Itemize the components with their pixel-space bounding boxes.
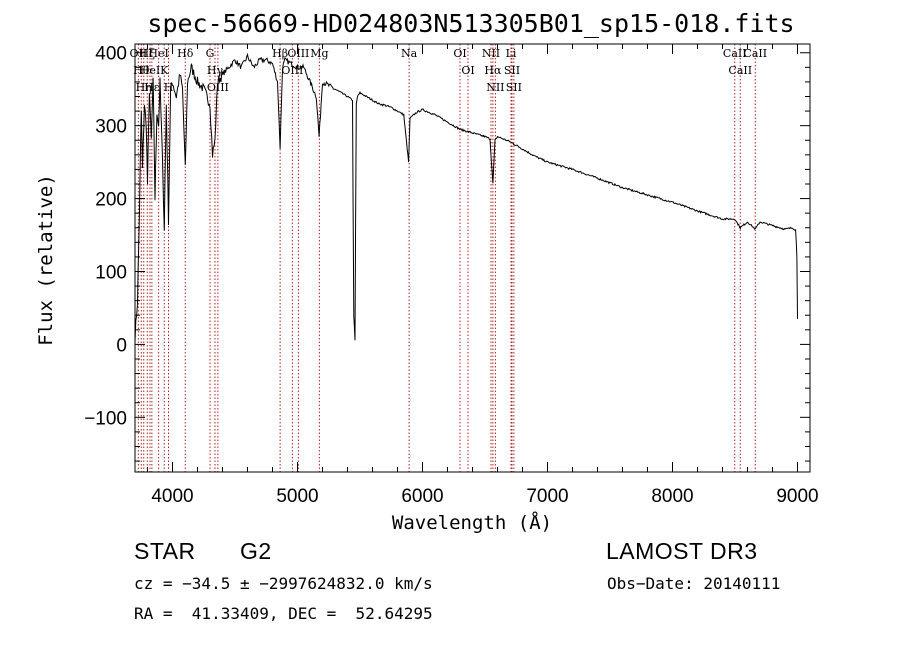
y-tick-label: 400 xyxy=(95,44,127,65)
line-marker-label: Hζ xyxy=(139,47,155,60)
x-tick-label: 6000 xyxy=(401,486,443,507)
line-marker-label: K xyxy=(160,64,169,77)
line-marker-label: SII xyxy=(506,81,522,94)
x-tick-label: 8000 xyxy=(651,486,693,507)
line-marker-label: Hη xyxy=(136,81,152,94)
spectrum-line xyxy=(134,52,798,343)
line-marker-label: Hα xyxy=(484,64,502,77)
line-marker-label: CaII xyxy=(728,64,752,77)
line-marker-label: OI xyxy=(461,64,474,77)
line-marker-label: Hβ xyxy=(272,47,288,60)
line-marker-label: Na xyxy=(401,47,418,60)
line-marker-label: NII xyxy=(482,47,500,60)
line-marker-label: NII xyxy=(486,81,504,94)
object-subclass: G2 xyxy=(240,538,272,564)
line-marker-label: CaII xyxy=(743,47,767,60)
survey-name: LAMOST DR3 xyxy=(606,538,758,564)
chart-title: spec-56669-HD024803N513305B01_sp15-018.f… xyxy=(147,9,794,38)
x-tick-label: 9000 xyxy=(776,486,818,507)
y-axis-label: Flux (relative) xyxy=(35,174,57,346)
plot-frame xyxy=(134,43,811,473)
object-class: STAR xyxy=(134,538,196,564)
line-marker-label: Hε xyxy=(144,81,160,94)
line-marker-label: OII xyxy=(130,47,148,60)
redshift-line: cz = −34.5 ± −2997624832.0 km/s xyxy=(134,574,433,593)
y-tick-label: −100 xyxy=(84,408,127,429)
line-marker-label: SII xyxy=(504,64,520,77)
y-tick-label: 0 xyxy=(116,335,127,356)
line-marker-label: OIII xyxy=(287,47,309,60)
line-marker-label: Hδ xyxy=(177,47,194,60)
line-marker-label: G xyxy=(206,47,215,60)
line-marker-label: CaII xyxy=(723,47,747,60)
x-axis-label: Wavelength (Å) xyxy=(392,511,552,534)
ra-dec: RA = 41.33409, DEC = 52.64295 xyxy=(134,604,433,623)
obs-date: Obs−Date: 20140111 xyxy=(607,574,781,593)
x-tick-label: 5000 xyxy=(276,486,318,507)
line-marker-label: Hγ xyxy=(207,64,224,77)
line-markers xyxy=(137,44,756,472)
x-tick-label: 7000 xyxy=(526,486,568,507)
line-marker-label: HeI xyxy=(148,47,168,60)
line-marker-label: Mg xyxy=(310,47,328,60)
line-marker-label: H xyxy=(164,81,174,94)
y-tick-label: 300 xyxy=(95,117,127,138)
x-tick-label: 4000 xyxy=(151,486,193,507)
y-tick-label: 100 xyxy=(95,262,127,283)
y-tick-label: 200 xyxy=(95,190,127,211)
line-marker-label: OI xyxy=(453,47,466,60)
axis-tick-labels: 4000 5000 6000 7000 8000 9000 −100 0 100 200 300 40… xyxy=(84,44,818,507)
line-marker-label: HeI xyxy=(140,64,160,77)
axis-ticks xyxy=(135,44,810,472)
line-marker-label: Li xyxy=(506,47,517,60)
line-marker-label: OIII xyxy=(207,81,229,94)
